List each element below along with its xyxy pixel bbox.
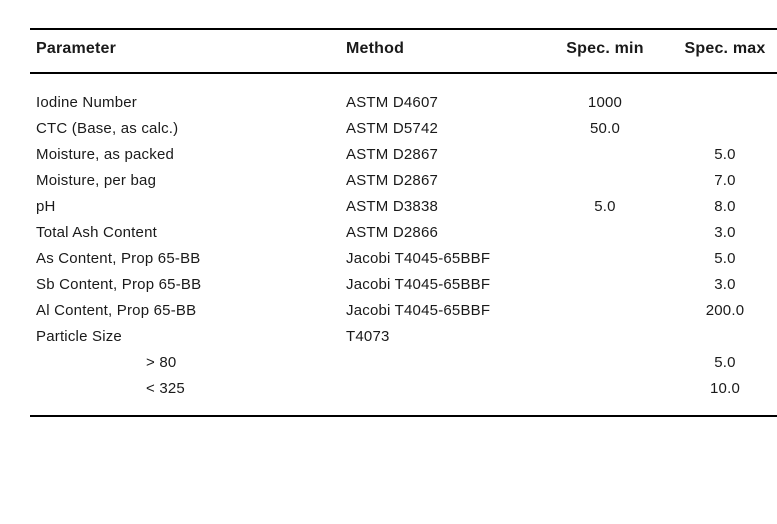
cell-spec-min: 50.0 xyxy=(550,116,660,142)
cell-method: ASTM D2867 xyxy=(340,142,550,168)
table-row: Particle SizeT4073 xyxy=(30,324,777,350)
table-header-row: Parameter Method Spec. min Spec. max xyxy=(30,29,777,73)
spec-table: Parameter Method Spec. min Spec. max Iod… xyxy=(30,28,777,417)
cell-method: ASTM D2867 xyxy=(340,168,550,194)
cell-spec-max: 5.0 xyxy=(660,142,777,168)
table-body: Iodine NumberASTM D46071000CTC (Base, as… xyxy=(30,73,777,416)
cell-method xyxy=(340,376,550,417)
table-row: Moisture, as packedASTM D2867 5.0 xyxy=(30,142,777,168)
cell-method: Jacobi T4045-65BBF xyxy=(340,298,550,324)
cell-spec-max: 5.0 xyxy=(660,350,777,376)
cell-spec-max: 3.0 xyxy=(660,220,777,246)
cell-spec-max: 200.0 xyxy=(660,298,777,324)
cell-parameter: As Content, Prop 65-BB xyxy=(30,246,340,272)
col-header-spec-max: Spec. max xyxy=(660,29,777,73)
cell-spec-max: 3.0 xyxy=(660,272,777,298)
cell-method: ASTM D5742 xyxy=(340,116,550,142)
cell-spec-min xyxy=(550,142,660,168)
cell-parameter: pH xyxy=(30,194,340,220)
cell-spec-min xyxy=(550,246,660,272)
cell-parameter: Total Ash Content xyxy=(30,220,340,246)
cell-spec-max xyxy=(660,116,777,142)
cell-spec-max: 10.0 xyxy=(660,376,777,417)
cell-method: T4073 xyxy=(340,324,550,350)
cell-spec-max xyxy=(660,73,777,116)
cell-method: ASTM D3838 xyxy=(340,194,550,220)
cell-spec-max: 7.0 xyxy=(660,168,777,194)
table-row: Moisture, per bagASTM D2867 7.0 xyxy=(30,168,777,194)
cell-spec-min xyxy=(550,272,660,298)
cell-spec-min xyxy=(550,168,660,194)
cell-parameter: Particle Size xyxy=(30,324,340,350)
cell-parameter: Al Content, Prop 65-BB xyxy=(30,298,340,324)
table-row: Total Ash ContentASTM D2866 3.0 xyxy=(30,220,777,246)
cell-parameter: Sb Content, Prop 65-BB xyxy=(30,272,340,298)
cell-spec-max xyxy=(660,324,777,350)
cell-spec-min xyxy=(550,376,660,417)
col-header-method: Method xyxy=(340,29,550,73)
cell-method: Jacobi T4045-65BBF xyxy=(340,272,550,298)
cell-spec-min: 1000 xyxy=(550,73,660,116)
cell-spec-min xyxy=(550,298,660,324)
table-row: < 325 10.0 xyxy=(30,376,777,417)
cell-parameter: Iodine Number xyxy=(30,73,340,116)
col-header-parameter: Parameter xyxy=(30,29,340,73)
table-row: Iodine NumberASTM D46071000 xyxy=(30,73,777,116)
cell-spec-max: 8.0 xyxy=(660,194,777,220)
cell-parameter: CTC (Base, as calc.) xyxy=(30,116,340,142)
table-row: pHASTM D38385.08.0 xyxy=(30,194,777,220)
table-row: Sb Content, Prop 65-BBJacobi T4045-65BBF… xyxy=(30,272,777,298)
cell-parameter-text: < 325 xyxy=(36,380,185,397)
table-row: As Content, Prop 65-BBJacobi T4045-65BBF… xyxy=(30,246,777,272)
cell-parameter: < 325 xyxy=(30,376,340,417)
cell-parameter-text: > 80 xyxy=(36,354,176,371)
col-header-spec-min: Spec. min xyxy=(550,29,660,73)
cell-parameter: > 80 xyxy=(30,350,340,376)
table-row: Al Content, Prop 65-BBJacobi T4045-65BBF… xyxy=(30,298,777,324)
table-row: > 80 5.0 xyxy=(30,350,777,376)
cell-parameter: Moisture, as packed xyxy=(30,142,340,168)
table-row: CTC (Base, as calc.)ASTM D574250.0 xyxy=(30,116,777,142)
cell-method: ASTM D2866 xyxy=(340,220,550,246)
cell-parameter: Moisture, per bag xyxy=(30,168,340,194)
cell-spec-min xyxy=(550,350,660,376)
cell-spec-min xyxy=(550,324,660,350)
cell-method xyxy=(340,350,550,376)
cell-spec-min: 5.0 xyxy=(550,194,660,220)
cell-method: Jacobi T4045-65BBF xyxy=(340,246,550,272)
cell-method: ASTM D4607 xyxy=(340,73,550,116)
cell-spec-min xyxy=(550,220,660,246)
cell-spec-max: 5.0 xyxy=(660,246,777,272)
